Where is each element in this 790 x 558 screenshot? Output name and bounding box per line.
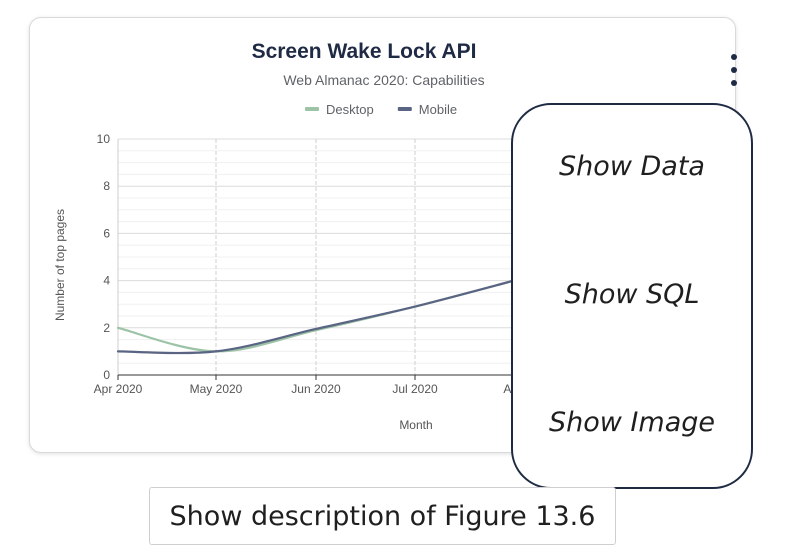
- y-tick-label: 0: [103, 368, 110, 382]
- more-options-icon[interactable]: [724, 54, 744, 86]
- show-description-button[interactable]: Show description of Figure 13.6: [149, 487, 616, 545]
- y-tick-label: 10: [97, 132, 111, 146]
- y-axis-title: Number of top pages: [53, 209, 67, 321]
- kebab-dot: [731, 54, 737, 60]
- legend-label-desktop: Desktop: [326, 102, 374, 117]
- legend-swatch-mobile: [397, 107, 412, 111]
- y-axis-ticks: 0 2 4 6 8 10: [97, 132, 111, 382]
- kebab-dot: [731, 80, 737, 86]
- y-tick-label: 4: [103, 274, 110, 288]
- y-tick-label: 8: [103, 179, 110, 193]
- show-image-menu-item[interactable]: Show Image: [549, 407, 715, 438]
- kebab-dot: [731, 67, 737, 73]
- legend-swatch-desktop: [305, 107, 319, 111]
- series-line-mobile: [116, 279, 516, 355]
- chart-subtitle: Web Almanac 2020: Capabilities: [283, 72, 484, 88]
- x-axis-title: Month: [399, 418, 432, 432]
- y-tick-label: 2: [103, 321, 110, 335]
- legend-label-mobile: Mobile: [419, 102, 457, 117]
- chart-series: [116, 279, 516, 355]
- show-data-menu-item[interactable]: Show Data: [559, 151, 705, 182]
- y-tick-label: 6: [103, 226, 110, 240]
- x-tick-label: Jul 2020: [392, 382, 438, 396]
- chart-options-menu: Show Data Show SQL Show Image: [511, 103, 753, 489]
- chart-legend: Desktop Mobile: [305, 102, 457, 117]
- x-tick-label: May 2020: [190, 382, 243, 396]
- show-sql-menu-item[interactable]: Show SQL: [564, 279, 700, 310]
- x-tick-label: Jun 2020: [291, 382, 341, 396]
- chart-title: Screen Wake Lock API: [252, 40, 477, 63]
- x-tick-label: Apr 2020: [94, 382, 143, 396]
